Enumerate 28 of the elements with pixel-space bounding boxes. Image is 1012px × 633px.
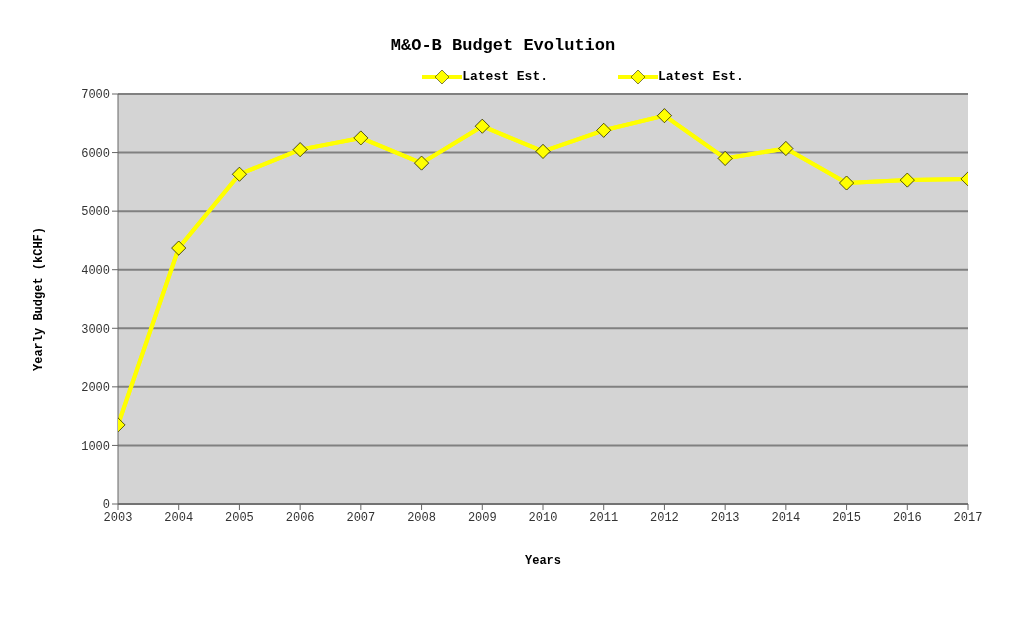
x-tick-label: 2009 [467,510,497,525]
y-tick-label: 2000 [81,381,110,396]
y-tick-label: 6000 [81,146,110,161]
y-tick-label: 4000 [81,263,110,278]
x-tick-label: 2013 [710,510,740,525]
x-tick-label: 2003 [103,510,133,525]
chart-title: M&O-B Budget Evolution [389,35,617,55]
legend-label: Latest Est. [658,69,744,84]
x-axis-title: Years [524,554,562,568]
x-tick-label: 2008 [407,510,436,525]
x-tick-label: 2007 [346,510,376,525]
x-tick-label: 2010 [528,510,558,525]
x-tick-label: 2014 [771,510,801,525]
x-tick-label: 2004 [164,510,194,525]
y-tick-label: 0 [102,498,110,513]
x-tick-label: 2017 [953,510,983,525]
y-tick-label: 1000 [81,439,110,454]
legend-label: Latest Est. [462,69,548,84]
x-tick-label: 2005 [225,510,254,525]
y-axis-title: Yearly Budget (kCHF) [32,226,47,372]
y-tick-label: 3000 [81,322,110,337]
x-tick-label: 2006 [285,510,315,525]
x-tick-label: 2016 [892,510,922,525]
x-tick-label: 2015 [832,510,861,525]
y-tick-label: 7000 [81,88,110,103]
x-tick-label: 2012 [650,510,679,525]
y-tick-label: 5000 [81,205,110,220]
x-tick-label: 2011 [589,510,619,525]
